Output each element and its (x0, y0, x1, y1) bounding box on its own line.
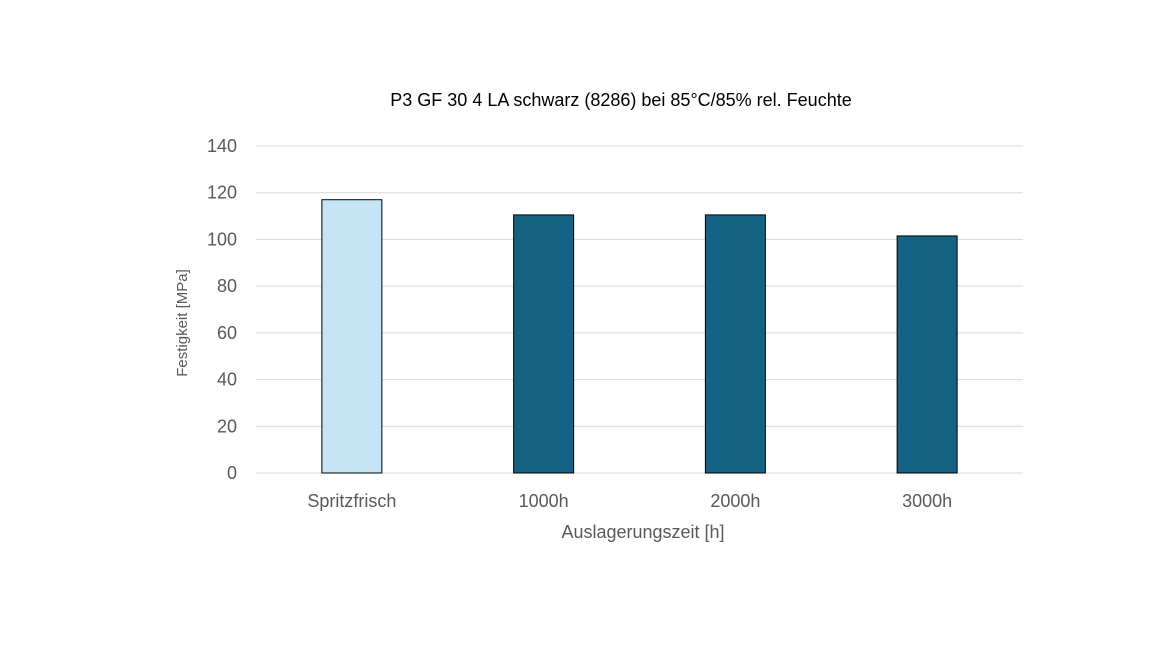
bar-spritzfrisch (321, 199, 383, 474)
x-axis-ticks: Spritzfrisch 1000h 2000h 3000h (307, 491, 952, 511)
bar-2000h (704, 214, 766, 474)
x-tick-label: 2000h (710, 491, 760, 511)
x-axis-title: Auslagerungszeit [h] (561, 522, 724, 542)
x-tick-label: Spritzfrisch (307, 491, 396, 511)
y-tick-label: 20 (217, 416, 237, 436)
y-tick-label: 40 (217, 370, 237, 390)
bars (321, 199, 958, 474)
x-tick-label: 1000h (519, 491, 569, 511)
y-tick-label: 140 (207, 136, 237, 156)
gridlines (256, 145, 1023, 474)
y-tick-label: 80 (217, 276, 237, 296)
bar-1000h (513, 214, 575, 474)
x-tick-label: 3000h (902, 491, 952, 511)
y-tick-label: 100 (207, 229, 237, 249)
y-tick-label: 0 (227, 463, 237, 483)
y-tick-label: 120 (207, 183, 237, 203)
bar-3000h (896, 235, 958, 474)
y-tick-label: 60 (217, 323, 237, 343)
y-axis-ticks: 0 20 40 60 80 100 120 140 (207, 136, 237, 483)
chart-title: P3 GF 30 4 LA schwarz (8286) bei 85°C/85… (390, 90, 851, 110)
y-axis-title: Festigkeit [MPa] (174, 269, 191, 377)
